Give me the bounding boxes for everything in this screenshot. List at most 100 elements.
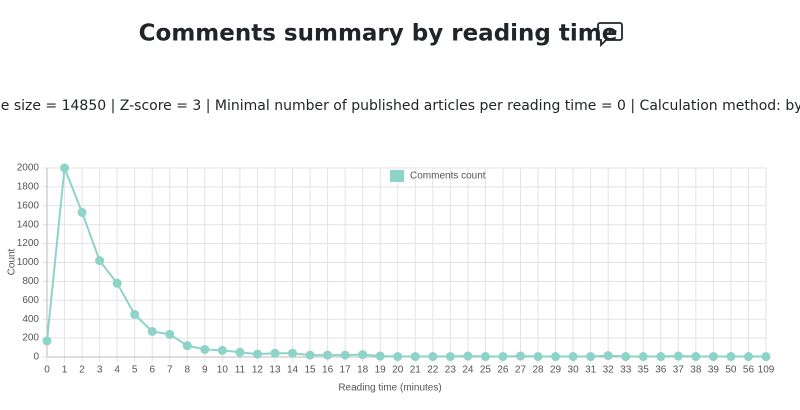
- y-tick-label: 600: [22, 295, 39, 306]
- data-point: [603, 351, 613, 361]
- x-tick-label: 20: [392, 365, 404, 376]
- data-point: [217, 345, 227, 355]
- data-point: [480, 352, 490, 362]
- x-tick-label: 0: [44, 365, 50, 376]
- data-point: [112, 278, 122, 288]
- data-point: [200, 344, 210, 354]
- data-point: [515, 351, 525, 361]
- data-point: [551, 352, 561, 362]
- x-tick-label: 37: [673, 365, 685, 376]
- x-tick-label: 17: [340, 365, 352, 376]
- x-tick-label: 6: [149, 365, 155, 376]
- data-point: [147, 326, 157, 336]
- x-tick-label: 2: [79, 365, 85, 376]
- x-tick-label: 22: [427, 365, 439, 376]
- x-tick-label: 109: [758, 365, 775, 376]
- y-tick-label: 1200: [17, 238, 40, 249]
- data-point: [305, 350, 315, 360]
- data-point: [182, 341, 192, 351]
- data-point: [323, 350, 333, 360]
- data-point: [691, 352, 701, 362]
- x-tick-label: 3: [97, 365, 103, 376]
- legend-label: Comments count: [410, 171, 486, 182]
- x-tick-label: 28: [532, 365, 544, 376]
- x-tick-label: 25: [480, 365, 492, 376]
- y-tick-label: 0: [33, 352, 39, 363]
- legend-swatch: [390, 170, 404, 182]
- x-tick-label: 18: [357, 365, 369, 376]
- data-point: [761, 352, 771, 362]
- x-tick-label: 9: [202, 365, 208, 376]
- data-point: [77, 207, 87, 217]
- y-tick-label: 1400: [17, 219, 40, 230]
- data-point: [586, 352, 596, 362]
- x-tick-label: 12: [252, 365, 264, 376]
- data-point: [498, 352, 508, 362]
- x-tick-label: 56: [743, 365, 755, 376]
- x-tick-label: 11: [235, 365, 246, 376]
- data-point: [673, 351, 683, 361]
- x-tick-label: 39: [708, 365, 720, 376]
- data-point: [743, 352, 753, 362]
- y-tick-label: 200: [22, 333, 39, 344]
- x-tick-label: 27: [515, 365, 527, 376]
- x-tick-label: 5: [132, 365, 138, 376]
- data-point: [165, 329, 175, 339]
- data-point: [638, 352, 648, 362]
- x-tick-label: 7: [167, 365, 173, 376]
- x-tick-label: 24: [462, 365, 474, 376]
- data-point: [270, 348, 280, 358]
- data-point: [445, 352, 455, 362]
- data-point: [656, 352, 666, 362]
- data-point: [533, 352, 543, 362]
- data-point: [463, 351, 473, 361]
- data-point: [726, 352, 736, 362]
- y-tick-label: 1600: [17, 200, 40, 211]
- x-tick-label: 33: [620, 365, 632, 376]
- data-point: [252, 349, 262, 359]
- data-point: [95, 256, 105, 266]
- x-tick-label: 1: [62, 365, 68, 376]
- data-point: [60, 163, 70, 173]
- chart-title: Comments summary by reading time: [139, 21, 618, 47]
- x-tick-label: 8: [185, 365, 191, 376]
- y-tick-label: 400: [22, 314, 39, 325]
- x-tick-label: 31: [585, 365, 597, 376]
- x-tick-label: 36: [655, 365, 667, 376]
- x-tick-label: 26: [497, 365, 509, 376]
- x-tick-label: 21: [410, 365, 422, 376]
- data-point: [568, 352, 578, 362]
- data-point: [288, 348, 298, 358]
- x-tick-label: 10: [217, 365, 229, 376]
- x-tick-label: 16: [322, 365, 334, 376]
- x-tick-label: 4: [114, 365, 120, 376]
- data-point: [340, 350, 350, 360]
- y-tick-label: 1800: [17, 182, 40, 193]
- subtitle: Sample size = 14850 | Z-score = 3 | Mini…: [0, 98, 800, 114]
- x-axis-label: Reading time (minutes): [338, 383, 441, 394]
- x-tick-label: 14: [287, 365, 299, 376]
- data-point: [621, 352, 631, 362]
- y-tick-label: 1000: [17, 257, 40, 268]
- x-tick-label: 13: [269, 365, 281, 376]
- x-tick-label: 35: [638, 365, 650, 376]
- data-point: [42, 336, 52, 346]
- x-tick-label: 29: [550, 365, 562, 376]
- data-point: [130, 309, 140, 319]
- x-tick-label: 30: [568, 365, 580, 376]
- x-tick-label: 32: [603, 365, 615, 376]
- data-point: [235, 347, 245, 357]
- data-point: [393, 352, 403, 362]
- data-point: [358, 350, 368, 360]
- y-axis-label: Count: [7, 248, 18, 275]
- data-point: [708, 352, 718, 362]
- x-tick-label: 23: [445, 365, 457, 376]
- x-tick-label: 38: [690, 365, 702, 376]
- data-point: [375, 351, 385, 361]
- x-tick-label: 50: [725, 365, 737, 376]
- x-tick-label: 19: [375, 365, 387, 376]
- data-point: [428, 352, 438, 362]
- y-tick-label: 800: [22, 276, 39, 287]
